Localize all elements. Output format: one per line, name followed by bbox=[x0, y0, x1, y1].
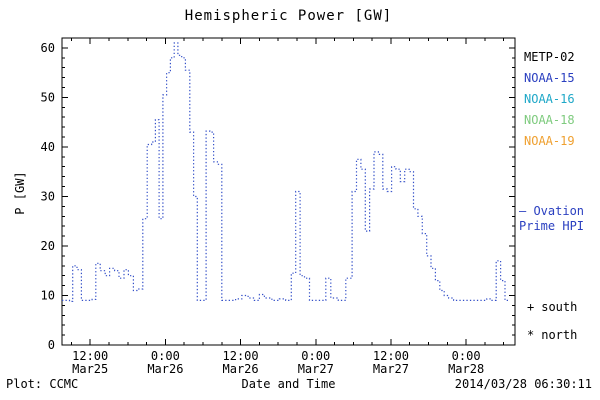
y-tick-label: 0 bbox=[48, 338, 55, 352]
y-tick-label: 60 bbox=[41, 41, 55, 55]
x-tick-time: 0:00 bbox=[452, 349, 481, 363]
x-tick-date: Mar28 bbox=[448, 362, 484, 376]
legend-item-noaa-19: NOAA-19 bbox=[524, 134, 575, 148]
x-tick-date: Mar26 bbox=[223, 362, 259, 376]
satellite-legend: METP-02 NOAA-15 NOAA-16 NOAA-18 NOAA-19 bbox=[524, 47, 575, 152]
x-tick-date: Mar27 bbox=[373, 362, 409, 376]
south-label: south bbox=[541, 300, 578, 314]
y-tick-label: 40 bbox=[41, 140, 55, 154]
legend-item-noaa-15: NOAA-15 bbox=[524, 71, 575, 85]
x-tick-time: 0:00 bbox=[301, 349, 330, 363]
plus-icon: + bbox=[527, 300, 535, 314]
x-tick-date: Mar27 bbox=[298, 362, 334, 376]
hpi-line bbox=[62, 42, 509, 302]
x-tick-date: Mar26 bbox=[147, 362, 183, 376]
x-tick-time: 12:00 bbox=[373, 349, 409, 363]
ovation-legend: — Ovation Prime HPI bbox=[519, 204, 585, 233]
x-tick-date: Mar25 bbox=[72, 362, 108, 376]
legend-item-metp-02: METP-02 bbox=[524, 50, 575, 64]
legend-item-noaa-18: NOAA-18 bbox=[524, 113, 575, 127]
plot-frame bbox=[61, 37, 516, 346]
north-label: north bbox=[541, 328, 578, 342]
legend-north-marker: * north bbox=[527, 328, 577, 342]
x-tick-time: 12:00 bbox=[72, 349, 108, 363]
legend-item-noaa-16: NOAA-16 bbox=[524, 92, 575, 106]
y-tick-label: 10 bbox=[41, 288, 55, 302]
x-tick-time: 12:00 bbox=[223, 349, 259, 363]
y-tick-label: 20 bbox=[41, 239, 55, 253]
asterisk-icon: * bbox=[527, 328, 535, 342]
generation-timestamp: 2014/03/28 06:30:11 bbox=[454, 377, 592, 391]
x-tick-time: 0:00 bbox=[151, 349, 180, 363]
plot-source: Plot: CCMC bbox=[6, 377, 79, 391]
x-axis-title: Date and Time bbox=[241, 377, 336, 391]
y-tick-label: 50 bbox=[41, 90, 55, 104]
chart-title: Hemispheric Power [GW] bbox=[184, 8, 393, 24]
legend-south-marker: + south bbox=[527, 300, 577, 314]
y-tick-label: 30 bbox=[41, 189, 55, 203]
